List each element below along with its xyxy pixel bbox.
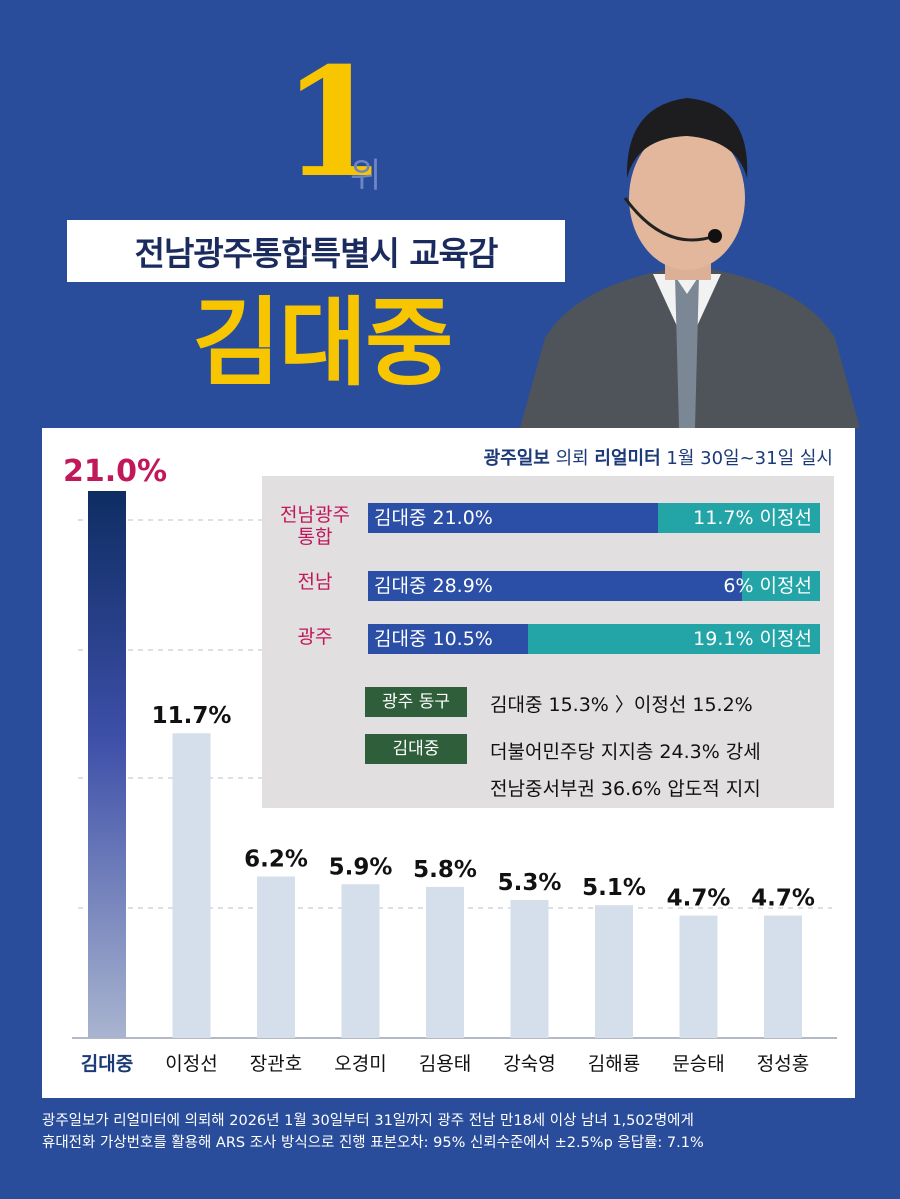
bar-value-label: 4.7% (667, 886, 731, 912)
bar-value-label: 4.7% (751, 886, 815, 912)
bar (257, 876, 295, 1038)
bar-value-label: 5.3% (498, 870, 562, 896)
left-bar (368, 571, 742, 601)
highlight-line: 더불어민주당 지지층 24.3% 강세 (490, 741, 761, 763)
category-label: 정성홍 (757, 1053, 809, 1075)
bar (426, 886, 464, 1038)
footnote-line: 광주일보가 리얼미터에 의뢰해 2026년 1월 30일부터 31일까지 광주 … (42, 1113, 694, 1129)
bar (595, 905, 633, 1038)
region-bar: 김대중 10.5% 19.1% 이정선 (368, 624, 820, 654)
source-outlet: 광주일보 (483, 448, 550, 469)
category-label: 이정선 (165, 1053, 217, 1075)
office-title: 전남광주통합특별시 교육감 (67, 220, 565, 282)
bar (341, 884, 380, 1038)
region-bar: 김대중 28.9% 6% 이정선 (368, 571, 820, 601)
rank-unit: 위 (350, 156, 382, 196)
right-bar-label: 6% 이정선 (723, 575, 812, 597)
source-mid: 의뢰 (555, 448, 589, 469)
region-breakdown: 전남광주 통합 김대중 21.0% 11.7% 이정선 전남 김대중 28.9% … (262, 476, 834, 808)
bar-value-label: 5.9% (329, 854, 393, 880)
bar-value-label: 5.1% (582, 875, 646, 901)
source-period: 1월 30일~31일 실시 (666, 448, 833, 469)
bar-value-label: 6.2% (244, 847, 308, 873)
footnote-line: 휴대전화 가상번호를 활용해 ARS 조사 방식으로 진행 표본오차: 95% … (42, 1135, 704, 1151)
category-label: 김용태 (419, 1053, 471, 1075)
region-label: 광주 (297, 626, 333, 648)
source-pollster: 리얼미터 (594, 448, 661, 469)
highlight-line: 전남중서부권 36.6% 압도적 지지 (490, 778, 761, 800)
bar (764, 915, 802, 1038)
category-label: 김해룡 (588, 1053, 640, 1075)
survey-footnote: 광주일보가 리얼미터에 의뢰해 2026년 1월 30일부터 31일까지 광주 … (42, 1110, 872, 1154)
candidate-name: 김대중 (192, 287, 454, 399)
poll-source: 광주일보 의뢰 리얼미터 1월 30일~31일 실시 (484, 444, 833, 470)
highlight-tag: 김대중 (365, 734, 467, 764)
category-label: 강숙영 (503, 1053, 555, 1075)
region-label: 전남 (297, 571, 333, 593)
left-bar (368, 503, 658, 533)
category-label: 김대중 (81, 1053, 133, 1075)
candidate-photo (520, 98, 860, 428)
highlight-tag: 광주 동구 (365, 687, 467, 717)
category-label: 장관호 (250, 1053, 302, 1075)
right-bar (528, 624, 820, 654)
bar-value-label: 11.7% (152, 703, 232, 729)
bar (172, 733, 211, 1038)
left-bar (368, 624, 528, 654)
right-bar-label: 19.1% 이정선 (693, 628, 812, 650)
bar-value-label: 21.0% (63, 454, 167, 489)
left-bar-label: 김대중 21.0% (374, 507, 493, 529)
region-label: 전남광주 통합 (280, 504, 350, 548)
left-bar-label: 김대중 10.5% (374, 628, 493, 650)
bar (510, 899, 549, 1038)
category-label: 오경미 (334, 1053, 386, 1075)
highlight-line: 김대중 15.3% 〉이정선 15.2% (490, 694, 753, 716)
bar-chart: 21.0% 김대중 11.7% 이정선 6.2% 장관호 5.9% 오경미 5.8% 김용태 5.3… (63, 454, 837, 1075)
left-bar-label: 김대중 28.9% (374, 575, 493, 597)
bar-value-label: 5.8% (413, 857, 477, 883)
bar (679, 915, 718, 1038)
right-bar (658, 503, 820, 533)
chart-panel: 광주일보 의뢰 리얼미터 1월 30일~31일 실시 21.0% 김대중 11.7%… (42, 428, 855, 1098)
bar (88, 491, 126, 1038)
right-bar (742, 571, 820, 601)
right-bar-label: 11.7% 이정선 (693, 507, 812, 529)
region-bar: 김대중 21.0% 11.7% 이정선 (368, 503, 820, 533)
category-label: 문승태 (672, 1053, 724, 1075)
rank-number: 1 (282, 35, 387, 211)
